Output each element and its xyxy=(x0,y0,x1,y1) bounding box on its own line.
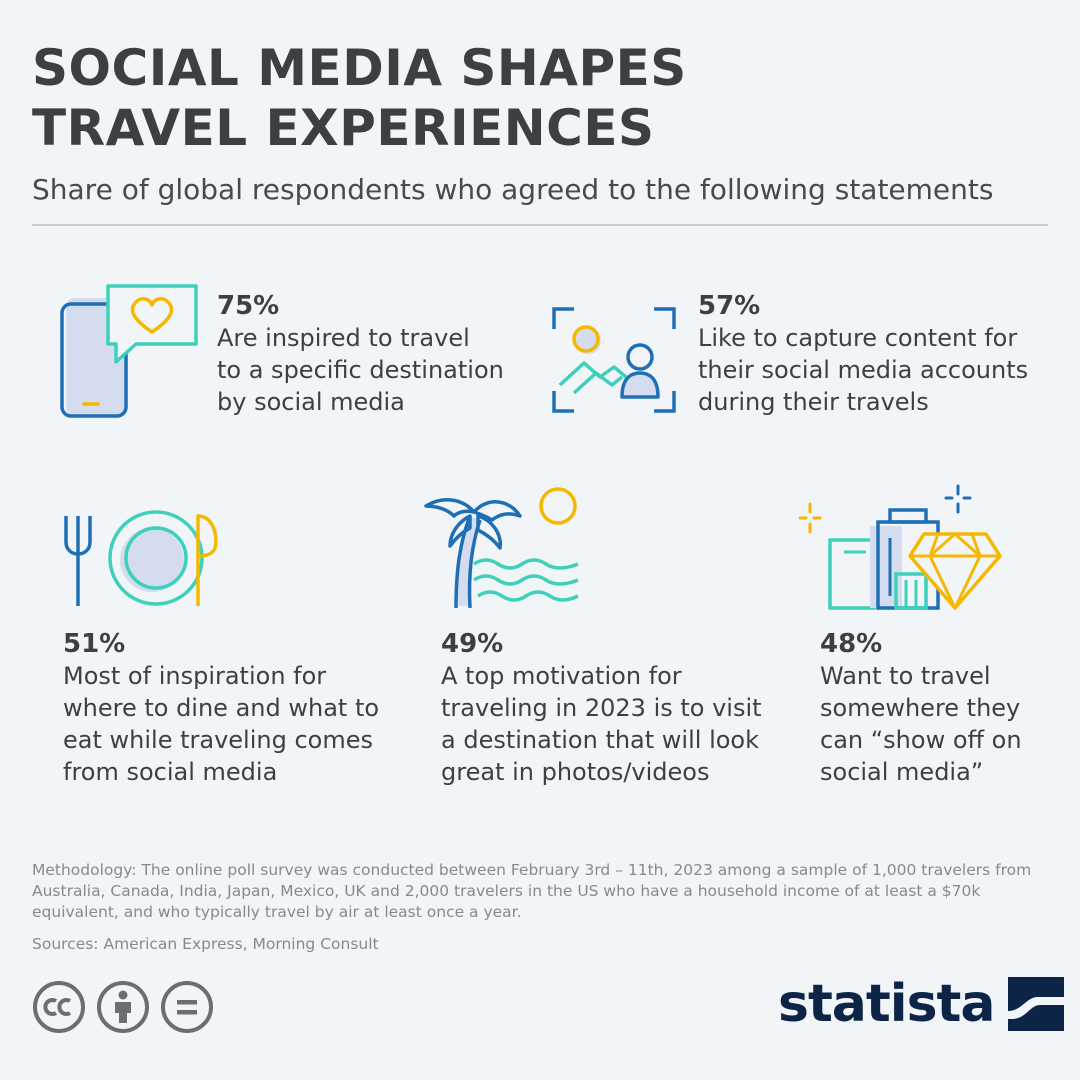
stat-label-line: to a specific destination xyxy=(217,356,504,384)
stat-label-line: a destination that will look xyxy=(441,726,759,754)
stat-label-line: from social media xyxy=(63,758,278,786)
buildings-diamond-icon xyxy=(798,484,1002,610)
stat-label-line: Are inspired to travel xyxy=(217,324,470,352)
page-title: SOCIAL MEDIA SHAPES TRAVEL EXPERIENCES xyxy=(32,38,687,158)
stat-value: 75% xyxy=(217,291,280,321)
camera-frame-person-icon xyxy=(552,307,676,413)
stat-value: 57% xyxy=(698,291,761,321)
palm-beach-icon xyxy=(424,487,579,609)
stat-block: 48% Want to travel somewhere they can “s… xyxy=(820,628,1022,788)
stat-label-line: Like to capture content for xyxy=(698,324,1018,352)
stat-label-line: traveling in 2023 is to visit xyxy=(441,694,762,722)
stat-value: 51% xyxy=(63,629,126,659)
stat-block: 49% A top motivation for traveling in 20… xyxy=(441,628,762,788)
stat-label-line: Want to travel xyxy=(820,662,991,690)
stat-label-line: Most of inspiration for xyxy=(63,662,327,690)
stat-value: 48% xyxy=(820,629,883,659)
stat-label-line: during their travels xyxy=(698,388,929,416)
stat-label-line: A top motivation for xyxy=(441,662,682,690)
stat-label-line: social media” xyxy=(820,758,984,786)
stat-label-line: somewhere they xyxy=(820,694,1021,722)
stat-block: 51% Most of inspiration for where to din… xyxy=(63,628,379,788)
phone-heart-icon xyxy=(60,284,198,418)
title-line-1: SOCIAL MEDIA SHAPES xyxy=(32,39,687,97)
sources-note: Sources: American Express, Morning Consu… xyxy=(32,935,379,953)
statista-mark-icon xyxy=(1008,977,1065,1031)
stat-block: 57% Like to capture content for their so… xyxy=(698,290,1028,418)
attribution-icon[interactable] xyxy=(96,980,150,1034)
logo-wordmark: statista xyxy=(778,974,995,1034)
title-line-2: TRAVEL EXPERIENCES xyxy=(32,99,655,157)
stat-label-line: eat while traveling comes xyxy=(63,726,373,754)
plate-cutlery-icon xyxy=(64,510,218,606)
no-derivatives-icon[interactable] xyxy=(160,980,214,1034)
header-divider xyxy=(32,224,1048,226)
stat-label-line: great in photos/videos xyxy=(441,758,710,786)
stat-label-line: their social media accounts xyxy=(698,356,1029,384)
cc-icon[interactable] xyxy=(32,980,86,1034)
stat-label-line: by social media xyxy=(217,388,405,416)
stat-value: 49% xyxy=(441,629,504,659)
methodology-note: Methodology: The online poll survey was … xyxy=(32,861,1032,921)
stat-block: 75% Are inspired to travel to a specific… xyxy=(217,290,504,418)
statista-logo[interactable]: statista xyxy=(778,972,1065,1036)
subtitle: Share of global respondents who agreed t… xyxy=(32,173,994,206)
stat-label-line: where to dine and what to xyxy=(63,694,380,722)
stat-label-line: can “show off on xyxy=(820,726,1022,754)
